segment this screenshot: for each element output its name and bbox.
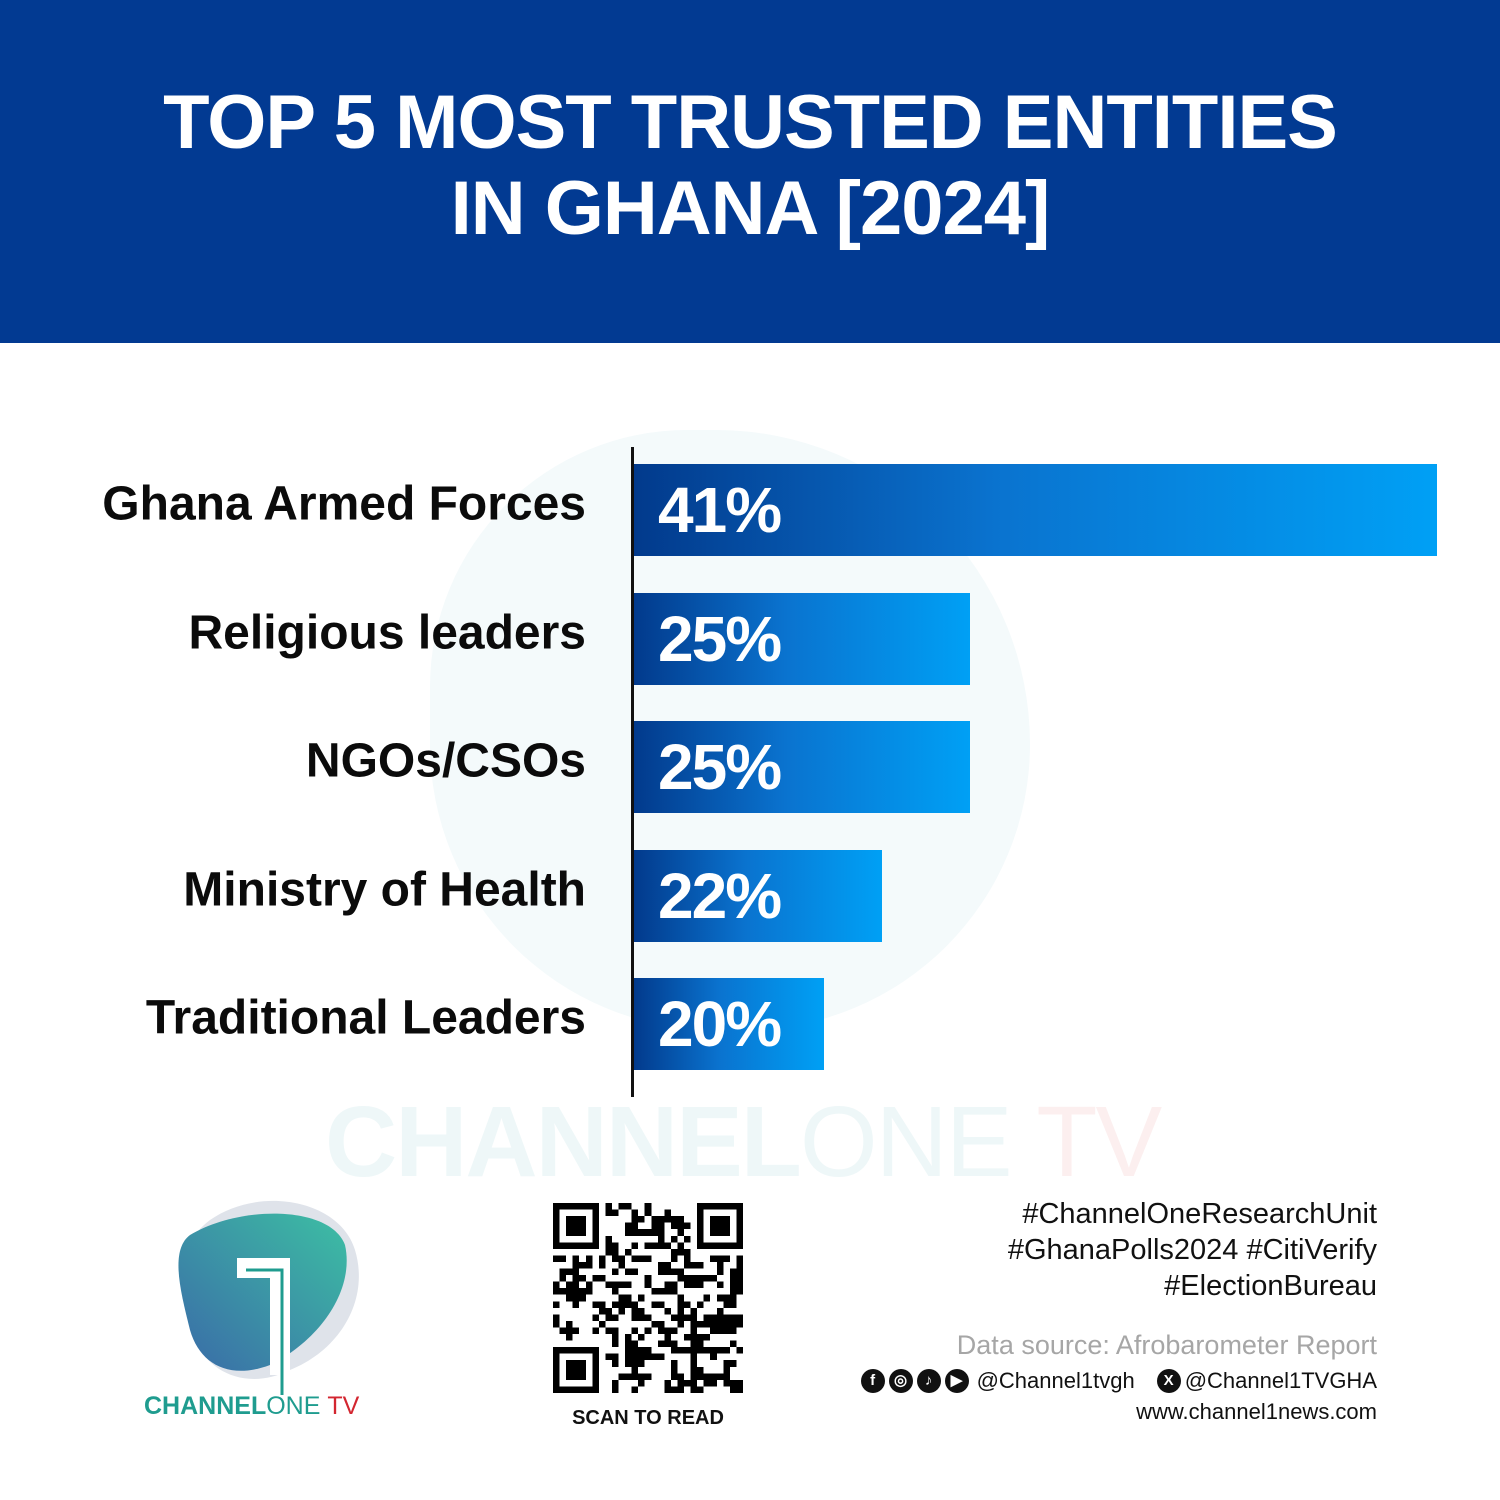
bar: 25%	[634, 721, 970, 813]
facebook-icon[interactable]: f	[860, 1369, 885, 1393]
data-source: Data source: Afrobarometer Report	[956, 1330, 1377, 1360]
hashtags: #ChannelOneResearchUnit #GhanaPolls2024 …	[1008, 1196, 1377, 1304]
x-twitter-icon[interactable]: X	[1156, 1369, 1181, 1393]
category-label: NGOs/CSOs	[305, 734, 586, 788]
category-label: Religious leaders	[188, 606, 586, 659]
hashtag-line: #ChannelOneResearchUnit	[1022, 1198, 1377, 1230]
bar-value-label: 25%	[658, 602, 782, 675]
title-line-2: IN GHANA [2024]	[450, 166, 1051, 251]
channel-one-logo	[178, 1200, 359, 1395]
bar-value-label: 22%	[658, 859, 782, 932]
handle-channel1tvgh[interactable]: @Channel1tvgh	[976, 1368, 1135, 1393]
watermark-text: CHANNELONE TV	[325, 1086, 1162, 1198]
bar-value-label: 20%	[658, 988, 782, 1060]
category-label: Ministry of Health	[183, 863, 586, 916]
bar: 41%	[634, 464, 1437, 556]
bar: 22%	[634, 849, 883, 942]
instagram-icon[interactable]: ◎	[888, 1369, 913, 1393]
youtube-icon[interactable]: ▶	[944, 1369, 969, 1393]
qr-code[interactable]	[553, 1203, 743, 1393]
scan-to-read-label: SCAN TO READ	[572, 1407, 724, 1429]
hashtag-line: #GhanaPolls2024 #CitiVerify	[1007, 1234, 1377, 1266]
website-link[interactable]: www.channel1news.com	[1136, 1399, 1377, 1424]
hashtag-line: #ElectionBureau	[1164, 1270, 1377, 1302]
header-banner: TOP 5 MOST TRUSTED ENTITIES IN GHANA [20…	[0, 0, 1500, 343]
bar-value-label: 41%	[658, 474, 782, 546]
bar: 20%	[634, 978, 824, 1070]
bar-value-label: 25%	[658, 731, 782, 803]
title-line-1: TOP 5 MOST TRUSTED ENTITIES	[163, 80, 1338, 165]
category-label: Traditional Leaders	[145, 991, 586, 1045]
handle-channel1tvgha[interactable]: @Channel1TVGHA	[1184, 1368, 1377, 1393]
social-handles: f ◎ ♪ ▶ @Channel1tvgh X @Channel1TVGHA	[860, 1368, 1377, 1394]
bar: 25%	[634, 592, 970, 685]
category-label: Ghana Armed Forces	[102, 477, 586, 531]
y-axis-line	[631, 447, 634, 1097]
logo-wordmark: CHANNELONE TV	[144, 1392, 360, 1420]
tiktok-icon[interactable]: ♪	[916, 1369, 941, 1393]
